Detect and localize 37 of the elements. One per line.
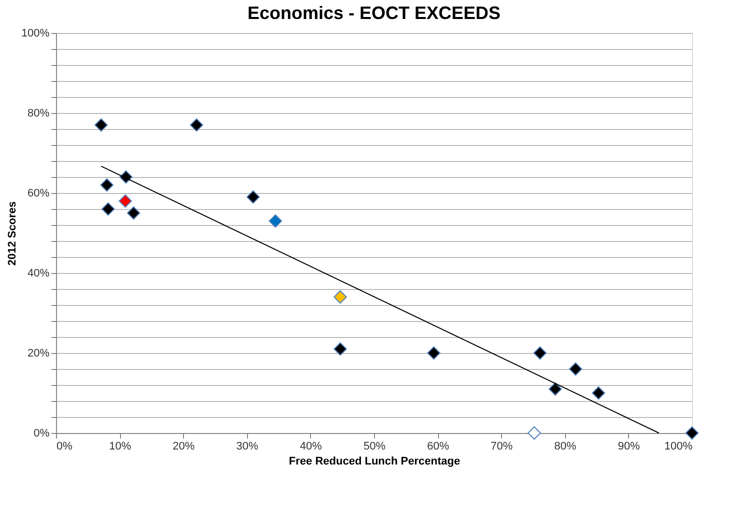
x-tick-label: 50%: [363, 440, 386, 452]
point: [533, 346, 547, 360]
x-tick-label: 70%: [490, 440, 513, 452]
point: [548, 382, 562, 396]
y-tick-label: 60%: [27, 188, 50, 200]
x-tick-label: 10%: [109, 440, 132, 452]
x-tick-label: 100%: [664, 440, 693, 452]
point: [568, 362, 582, 376]
x-tick-label: 20%: [172, 440, 195, 452]
y-axis-title: 2012 Scores: [6, 201, 18, 266]
x-tick-label: 40%: [300, 440, 322, 452]
point: [528, 426, 541, 440]
x-tick-label: 80%: [554, 440, 577, 452]
x-tick-label: 0%: [56, 440, 73, 452]
point: [246, 190, 260, 204]
y-tick-label: 40%: [27, 268, 50, 280]
point: [102, 202, 115, 216]
y-tick-label: 20%: [27, 348, 50, 360]
point: [190, 118, 204, 132]
x-tick-label: 60%: [427, 440, 450, 452]
point: [268, 214, 282, 228]
x-tick-label: 90%: [618, 440, 640, 452]
point: [126, 206, 140, 220]
point: [100, 178, 114, 192]
point: [118, 194, 132, 208]
chart-title: Economics - EOCT EXCEEDS: [247, 3, 501, 23]
x-tick-label: 30%: [236, 440, 259, 452]
y-tick-label: 80%: [27, 108, 50, 120]
point: [427, 346, 440, 360]
point: [685, 426, 699, 440]
y-tick-label: 100%: [21, 28, 50, 40]
point: [592, 386, 606, 400]
point: [334, 342, 347, 356]
y-tick-label: 0%: [34, 428, 50, 440]
x-axis-title: Free Reduced Lunch Percentage: [288, 456, 460, 468]
point: [334, 290, 347, 304]
point: [94, 118, 108, 132]
